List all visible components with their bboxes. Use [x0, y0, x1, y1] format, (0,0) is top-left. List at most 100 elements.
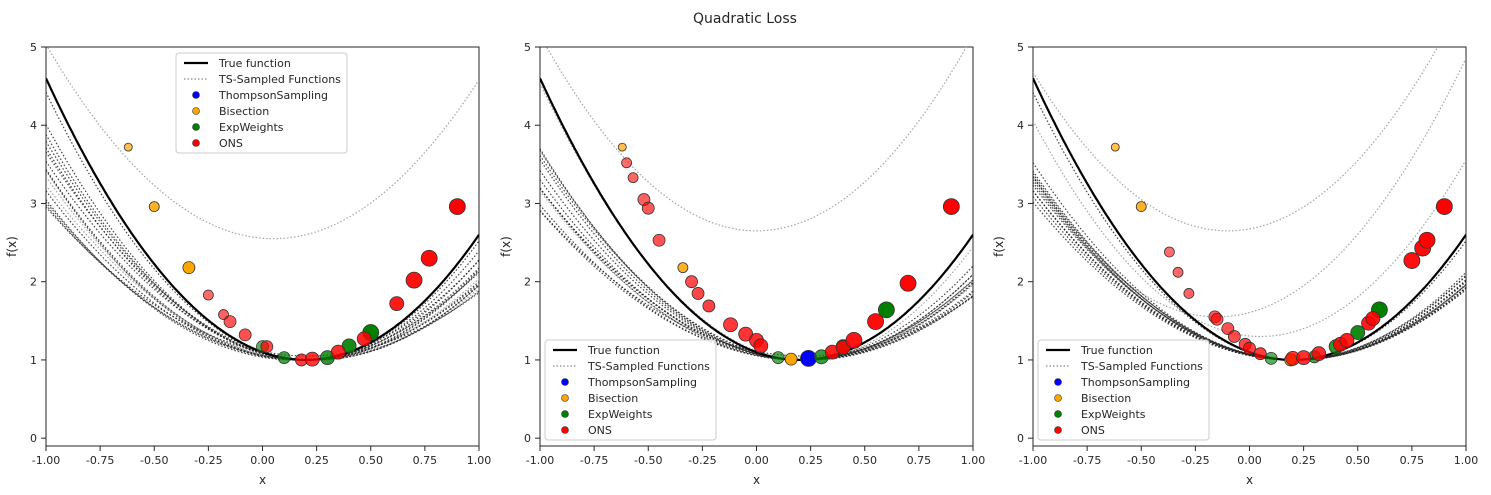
sampled-function-line: [1033, 92, 1466, 361]
sampled-function-line: [540, 179, 973, 361]
legend-label: TS-Sampled Functions: [218, 73, 341, 86]
x-tick-label: 0.75: [413, 454, 438, 467]
legend-marker-bisection: [1054, 394, 1062, 402]
x-tick-label: -1.00: [1019, 454, 1047, 467]
x-tick-label: 0.50: [359, 454, 384, 467]
sampled-function-line: [46, 190, 479, 361]
y-axis-label: f(x): [499, 236, 513, 257]
y-tick-label: 4: [1017, 119, 1024, 132]
plot-content: [46, 47, 479, 367]
y-tick-label: 2: [524, 276, 531, 289]
data-point-ons: [1365, 311, 1381, 326]
sampled-function-line: [1033, 170, 1466, 361]
legend-label: ONS: [1081, 424, 1105, 437]
legend-label: ONS: [588, 424, 612, 437]
y-tick-label: 3: [524, 197, 531, 210]
legend-box: [175, 52, 348, 154]
legend-label: True function: [218, 57, 291, 70]
x-tick-label: 0.00: [1237, 454, 1262, 467]
y-tick-label: 4: [30, 119, 37, 132]
legend-marker-expweights: [561, 410, 569, 418]
data-point-ons: [356, 331, 372, 347]
y-tick-label: 3: [30, 197, 37, 210]
data-point-thompsonsampling: [800, 349, 817, 367]
legend-marker-bisection: [192, 107, 200, 115]
x-tick-label: -0.75: [580, 454, 608, 467]
data-point-ons: [942, 198, 960, 216]
data-point-ons: [627, 172, 639, 184]
sampled-function-line: [540, 149, 973, 361]
x-tick-label: 0.75: [907, 454, 932, 467]
x-tick-label: -0.25: [194, 454, 222, 467]
data-point-ons: [867, 313, 884, 331]
y-axis-label: f(x): [992, 236, 1006, 257]
legend-label: True function: [587, 344, 660, 357]
data-point-ons: [1163, 246, 1175, 258]
legend-label: ThompsonSampling: [218, 89, 328, 102]
data-point-ons: [1403, 252, 1421, 269]
legend-label: Bisection: [588, 392, 638, 405]
data-point-ons: [1253, 347, 1267, 361]
legend-label: ExpWeights: [219, 121, 284, 134]
figure-title: Quadratic Loss: [693, 11, 797, 27]
true-function-line: [540, 77, 973, 361]
sampled-function-line: [46, 47, 479, 240]
x-tick-label: 1.00: [1454, 454, 1479, 467]
legend-marker-ons: [561, 426, 569, 434]
x-tick-label: 1.00: [467, 454, 492, 467]
sampled-function-line: [545, 47, 968, 232]
y-tick-label: 0: [524, 432, 531, 445]
y-tick-label: 2: [1017, 276, 1024, 289]
y-tick-label: 0: [30, 432, 37, 445]
legend-label: Bisection: [219, 105, 269, 118]
data-point-ons: [260, 340, 274, 354]
data-point-ons: [420, 249, 438, 267]
legend-marker-expweights: [192, 123, 200, 131]
sampled-function-line: [1033, 184, 1466, 361]
data-point-ons: [330, 344, 346, 360]
y-tick-label: 0: [1017, 432, 1024, 445]
data-point-ons: [389, 296, 405, 312]
legend-label: TS-Sampled Functions: [1080, 360, 1203, 373]
sampled-function-line: [1033, 190, 1466, 361]
y-axis-label: f(x): [5, 236, 19, 257]
x-tick-label: 0.75: [1400, 454, 1425, 467]
sampled-function-line: [1033, 57, 1466, 318]
x-tick-label: -0.50: [140, 454, 168, 467]
y-tick-label: 1: [30, 354, 37, 367]
sampled-function-line: [1033, 176, 1466, 361]
data-point-ons: [223, 315, 237, 329]
legend-marker-bisection: [561, 394, 569, 402]
data-point-bisection: [182, 261, 196, 275]
data-point-ons: [238, 328, 252, 342]
x-tick-label: -0.75: [86, 454, 114, 467]
data-point-ons: [899, 274, 917, 292]
data-point-ons: [448, 198, 466, 216]
x-tick-label: -1.00: [526, 454, 554, 467]
data-point-ons: [702, 299, 716, 313]
y-tick-label: 1: [1017, 354, 1024, 367]
data-point-expweights: [277, 351, 291, 364]
data-point-ons: [1339, 332, 1355, 348]
data-point-bisection: [677, 262, 689, 274]
chart-panel-middle: -1.00 -0.75 -0.50 -0.25 0.00 0.25 0.50 0.75 1.00…: [499, 41, 986, 487]
legend-marker-ons: [1054, 426, 1062, 434]
sampled-function-line: [46, 147, 479, 361]
data-point-expweights: [771, 351, 785, 364]
data-point-ons: [723, 317, 738, 333]
y-tick-label: 4: [524, 119, 531, 132]
data-point-ons: [1210, 312, 1224, 326]
x-tick-label: -1.00: [32, 454, 60, 467]
x-tick-label: 1.00: [961, 454, 986, 467]
legend-label: ThompsonSampling: [587, 376, 697, 389]
x-tick-label: 0.25: [1291, 454, 1316, 467]
legend-box: [544, 339, 717, 441]
legend-marker-ons: [192, 139, 200, 147]
y-tick-label: 5: [30, 41, 37, 54]
legend-marker-thompsonsampling: [561, 378, 569, 386]
sampled-function-line: [1033, 47, 1439, 232]
data-point-ons: [1418, 231, 1436, 249]
data-point-bisection: [148, 201, 160, 213]
legend-marker-expweights: [1054, 410, 1062, 418]
y-tick-label: 5: [1017, 41, 1024, 54]
